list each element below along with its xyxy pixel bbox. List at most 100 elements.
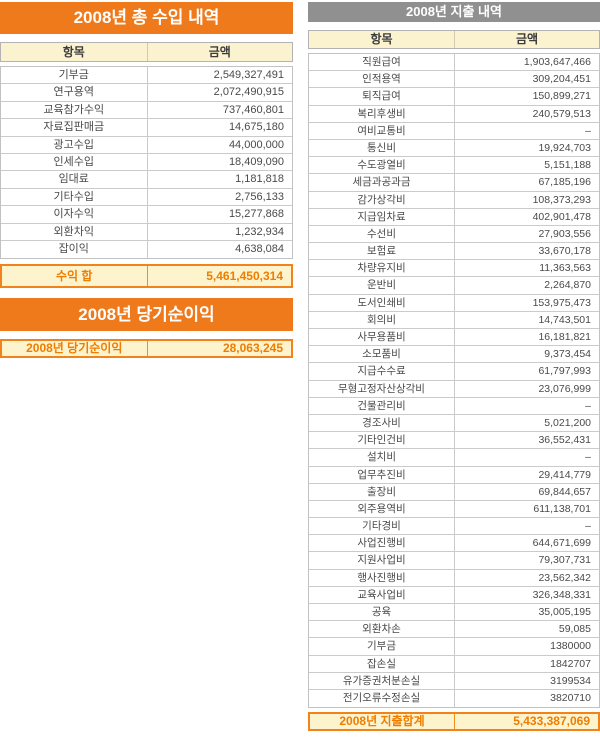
table-row: 여비교통비 – (309, 122, 599, 140)
amount-cell: 9,373,454 (454, 346, 599, 363)
amount-cell: 61,797,993 (454, 363, 599, 380)
item-cell: 여비교통비 (357, 124, 406, 137)
amount-cell: 1,232,934 (146, 223, 293, 240)
table-row: 외주용역비 611,138,701 (309, 500, 599, 519)
expense-total-row: 2008년 지출합계 5,433,387,069 (308, 712, 600, 732)
item-cell: 사업진행비 (357, 537, 406, 550)
table-row: 소모품비 9,373,454 (309, 346, 599, 364)
amount-cell: 108,373,293 (454, 191, 599, 208)
amount-cell: 2,072,490,915 (146, 84, 293, 101)
expense-total-amount: 5,433,387,069 (454, 714, 598, 730)
expense-section-title: 2008년 지출 내역 (308, 2, 600, 22)
income-total-amount: 5,461,450,314 (146, 266, 292, 287)
income-section-title: 2008년 총 수입 내역 (0, 2, 293, 34)
table-row: 인세수입 18,409,090 (1, 153, 293, 172)
table-row: 기타경비 – (309, 518, 599, 536)
amount-cell: 29,414,779 (454, 466, 599, 483)
item-cell: 세금과공과금 (352, 176, 411, 189)
net-income-row: 2008년 당기순이익 28,063,245 (0, 339, 293, 359)
item-cell: 외환차익 (53, 225, 94, 238)
expense-column: 2008년 지출 내역 항목 금액 직원급여 1,903,647,466 인적용역 3… (308, 2, 600, 732)
income-column-header: 항목 금액 (0, 42, 293, 62)
item-cell: 기부금 (58, 69, 89, 81)
table-row: 감가상각비 108,373,293 (309, 191, 599, 209)
item-cell: 경조사비 (362, 416, 401, 429)
income-table: 기부금 2,549,327,491 연구용역 2,072,490,915 교육참가수익 7… (0, 66, 293, 260)
income-column: 2008년 총 수입 내역 항목 금액 기부금 2,549,327,491 연구용역… (0, 2, 293, 731)
table-row: 지급임차료 402,901,478 (309, 208, 599, 226)
item-cell: 설치비 (367, 451, 396, 464)
item-cell: 잡이익 (58, 242, 89, 255)
table-row: 지급수수료 61,797,993 (309, 363, 599, 381)
net-income-label: 2008년 당기순이익 (26, 341, 123, 356)
amount-cell: 737,460,801 (146, 101, 293, 119)
item-cell: 연구용역 (53, 86, 94, 99)
table-row: 경조사비 5,021,200 (309, 414, 599, 433)
item-cell: 건물관리비 (357, 399, 406, 412)
amount-cell: 11,363,563 (454, 260, 599, 277)
amount-cell: 15,277,868 (146, 206, 293, 223)
income-total-row: 수익 합 5,461,450,314 (0, 264, 293, 289)
table-row: 출장비 69,844,657 (309, 483, 599, 501)
item-cell: 기타인건비 (357, 434, 406, 447)
item-cell: 광고수입 (53, 138, 94, 151)
table-row: 퇴직급여 150,899,271 (309, 88, 599, 106)
item-cell: 무형고정자산상각비 (338, 382, 425, 395)
amount-cell: 1842707 (454, 655, 599, 672)
amount-cell: 644,671,699 (454, 535, 599, 552)
amount-cell: 402,901,478 (454, 208, 599, 225)
income-header-amount: 금액 (146, 43, 293, 61)
table-row: 보험료 33,670,178 (309, 243, 599, 261)
item-cell: 통신비 (367, 141, 396, 154)
table-row: 외환차손 59,085 (309, 621, 599, 639)
item-cell: 전기오류수정손실 (342, 691, 421, 704)
amount-cell: 36,552,431 (454, 432, 599, 449)
amount-cell: 59,085 (454, 621, 599, 638)
amount-cell: 27,903,556 (454, 225, 599, 243)
amount-cell: – (454, 449, 599, 466)
item-cell: 지원사업비 (357, 554, 406, 567)
item-cell: 도서인쇄비 (357, 296, 406, 309)
table-row: 도서인쇄비 153,975,473 (309, 294, 599, 312)
income-header-item: 항목 (62, 45, 85, 59)
expense-total-label: 2008년 지출합계 (339, 714, 425, 729)
table-row: 업무추진비 29,414,779 (309, 466, 599, 484)
amount-cell: – (454, 518, 599, 535)
item-cell: 외주용역비 (357, 502, 406, 515)
item-cell: 인적용역 (362, 73, 401, 86)
amount-cell: 35,005,195 (454, 604, 599, 621)
table-row: 통신비 19,924,703 (309, 139, 599, 158)
income-total-label: 수익 합 (56, 269, 93, 284)
expense-column-header: 항목 금액 (308, 30, 600, 49)
amount-cell: 69,844,657 (454, 483, 599, 500)
amount-cell: 2,756,133 (146, 188, 293, 206)
amount-cell: 5,151,188 (454, 157, 599, 174)
expense-table: 직원급여 1,903,647,466 인적용역 309,204,451 퇴직급여 150,… (308, 53, 600, 709)
item-cell: 기타경비 (362, 520, 401, 533)
amount-cell: 44,000,000 (146, 136, 293, 153)
amount-cell: 14,675,180 (146, 119, 293, 136)
amount-cell: 2,549,327,491 (146, 67, 293, 84)
table-row: 공육 35,005,195 (309, 604, 599, 622)
amount-cell: 18,409,090 (146, 153, 293, 171)
amount-cell: 1,903,647,466 (454, 54, 599, 71)
table-row: 사업진행비 644,671,699 (309, 535, 599, 553)
table-row: 사무용품비 16,181,821 (309, 329, 599, 347)
amount-cell: 309,204,451 (454, 71, 599, 88)
table-row: 임대료 1,181,818 (1, 171, 293, 189)
amount-cell: 67,185,196 (454, 174, 599, 191)
item-cell: 감가상각비 (357, 193, 406, 206)
item-cell: 지급수수료 (357, 365, 406, 378)
item-cell: 운반비 (367, 279, 396, 292)
amount-cell: 23,562,342 (454, 569, 599, 586)
table-row: 회의비 14,743,501 (309, 311, 599, 329)
table-row: 이자수익 15,277,868 (1, 206, 293, 224)
item-cell: 잡손실 (367, 657, 396, 670)
table-row: 교육사업비 326,348,331 (309, 586, 599, 604)
item-cell: 업무추진비 (357, 468, 406, 481)
item-cell: 이자수익 (53, 208, 94, 221)
table-row: 수선비 27,903,556 (309, 225, 599, 244)
item-cell: 수도광열비 (357, 159, 406, 172)
amount-cell: 1,181,818 (146, 171, 293, 188)
table-row: 유가증권처분손실 3199534 (309, 672, 599, 690)
